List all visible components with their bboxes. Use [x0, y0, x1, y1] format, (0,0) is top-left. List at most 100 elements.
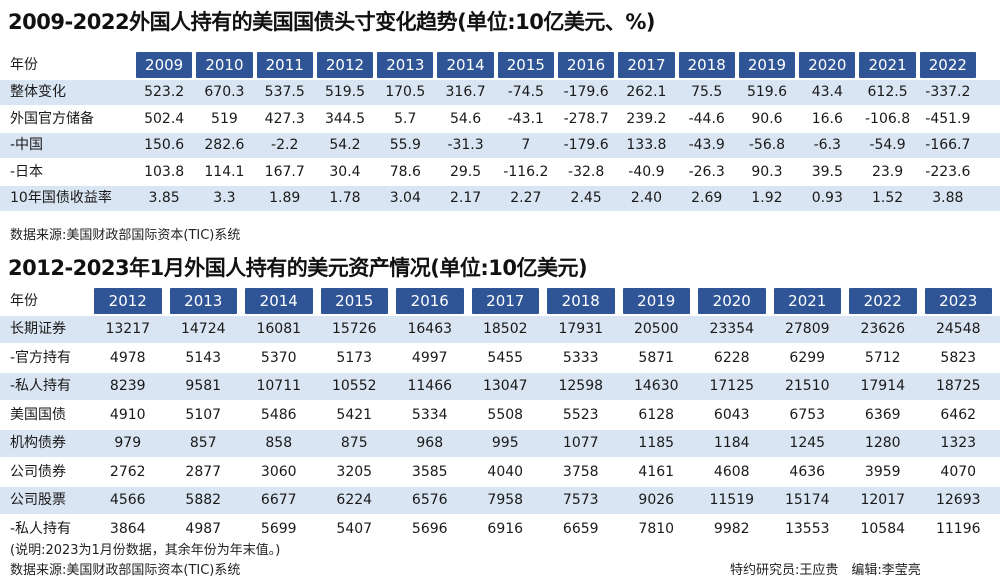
table-cell: 54.6 [449, 110, 482, 127]
table-cell: 167.7 [264, 163, 305, 180]
table-cell: -32.8 [568, 163, 605, 180]
table-cell: 18725 [935, 378, 981, 394]
table-cell: 6677 [260, 492, 297, 508]
table-cell: 133.8 [626, 137, 667, 153]
table-cell: 11466 [407, 378, 453, 394]
table-cell: 15174 [784, 492, 830, 508]
table-cell: 150.6 [144, 137, 185, 153]
table-cell: -106.8 [864, 110, 911, 127]
row-label: 10年国债收益率 [10, 190, 112, 206]
table-cell: -179.6 [563, 137, 609, 153]
table-cell: -179.6 [563, 84, 609, 100]
year-header-cell: 2018 [547, 288, 615, 314]
table-cell: -337.2 [925, 84, 971, 100]
table-cell: 1245 [789, 435, 826, 451]
table-cell: 23626 [860, 321, 906, 337]
table-cell: 21510 [784, 378, 830, 394]
row-label: 美国国债 [10, 406, 66, 423]
table-cell: 17125 [709, 378, 755, 394]
table-cell: 523.2 [144, 84, 185, 100]
table-cell: 5143 [185, 349, 222, 366]
table-cell: 537.5 [264, 84, 305, 100]
table-cell: -56.8 [748, 137, 786, 153]
table-row: 10年国债收益率 3.85 3.3 1.89 1.78 3.04 2.17 2.27 2.45 2… [0, 186, 1000, 211]
table-cell: 6462 [940, 406, 977, 423]
row-label: 公司债券 [10, 463, 66, 480]
row-label: -日本 [10, 163, 44, 180]
table-cell: 1.92 [751, 190, 783, 206]
table-cell: 5508 [487, 406, 524, 423]
table-cell: 519.5 [324, 84, 366, 100]
table-cell: -278.7 [563, 110, 609, 127]
table-cell: 7810 [638, 520, 675, 537]
table-cell: 427.3 [264, 110, 305, 127]
table-cell: 5333 [562, 349, 599, 366]
table1-source: 数据来源:美国财政部国际资本(TIC)系统 [10, 228, 241, 243]
table-cell: -2.2 [271, 137, 299, 153]
table-cell: 8239 [109, 378, 146, 394]
table-row: -私人持有 3864 4987 5699 5407 5696 6916 6659 7810 998… [0, 516, 1000, 543]
table-cell: 4987 [185, 520, 222, 537]
table-row: 公司债券 2762 2877 3060 3205 3585 4040 3758 4161 4608… [0, 459, 1000, 486]
year-header-cell: 2017 [618, 52, 675, 78]
table-cell: 16463 [407, 321, 453, 337]
table-cell: 3205 [336, 463, 373, 480]
table-cell: 6659 [562, 520, 599, 537]
table-cell: 3.04 [389, 190, 421, 206]
year-header-cell: 2022 [849, 288, 917, 314]
table-cell: -451.9 [925, 110, 971, 127]
table-cell: 9982 [713, 520, 750, 537]
table-cell: 11196 [935, 520, 981, 537]
table-cell: 344.5 [324, 110, 366, 127]
table-cell: 6753 [789, 406, 826, 423]
table-cell: 90.3 [751, 163, 783, 180]
table-cell: 29.5 [449, 163, 482, 180]
year-header-cell: 2014 [245, 288, 313, 314]
table-cell: 6224 [336, 492, 373, 508]
table-cell: 262.1 [626, 84, 667, 100]
table-cell: -166.7 [925, 137, 971, 153]
table-cell: 10584 [860, 520, 906, 537]
table-cell: 3758 [562, 463, 599, 480]
year-header-cell: 2013 [169, 288, 237, 314]
table-row: -中国 150.6 282.6 -2.2 54.2 55.9 -31.3 7 -179.6 133… [0, 133, 1000, 158]
header-row: 年份 2009 2010 2011 2012 2013 2014 2015 2016 2017 20… [0, 50, 1000, 80]
table-cell: 24548 [935, 321, 981, 337]
table-cell: -54.9 [869, 137, 906, 153]
table-cell: 9581 [185, 378, 222, 394]
row-label: -私人持有 [10, 520, 72, 537]
table-cell: 5370 [260, 349, 297, 366]
table-cell: 13217 [105, 321, 151, 337]
year-header-cell: 2020 [698, 288, 766, 314]
table2-source: 数据来源:美国财政部国际资本(TIC)系统 [10, 563, 241, 578]
year-header-label: 年份 [10, 57, 38, 73]
table-cell: 4636 [789, 463, 826, 480]
table-cell: 7 [521, 137, 531, 153]
table-cell: 5871 [638, 349, 675, 366]
table-cell: 90.6 [751, 110, 783, 127]
table-cell: 979 [114, 435, 142, 451]
table-cell: 6128 [638, 406, 675, 423]
table-cell: 23354 [709, 321, 755, 337]
table-cell: 9026 [638, 492, 675, 508]
table-cell: 3864 [109, 520, 146, 537]
row-label: 公司股票 [10, 492, 66, 508]
table-cell: 114.1 [204, 163, 245, 180]
table-cell: -26.3 [688, 163, 725, 180]
table-cell: 20500 [633, 321, 679, 337]
table-cell: 239.2 [626, 110, 667, 127]
year-header-cell: 2016 [396, 288, 464, 314]
table-cell: 5407 [336, 520, 373, 537]
table-cell: 12693 [935, 492, 981, 508]
table-cell: 2.17 [449, 190, 482, 206]
table-cell: 17914 [860, 378, 906, 394]
table-cell: 5421 [336, 406, 373, 423]
table-cell: 1.52 [871, 190, 904, 206]
table-cell: 316.7 [445, 84, 486, 100]
year-header-cell: 2010 [196, 52, 253, 78]
table-row: 外国官方储备 502.4 519 427.3 344.5 5.7 54.6 -43.1 -278… [0, 107, 1000, 132]
table-cell: 5486 [260, 406, 297, 423]
table-row: 公司股票 4566 5882 6677 6224 6576 7958 7573 9026 1151… [0, 487, 1000, 514]
table-cell: 54.2 [329, 137, 361, 153]
year-header-cell: 2018 [678, 52, 735, 78]
